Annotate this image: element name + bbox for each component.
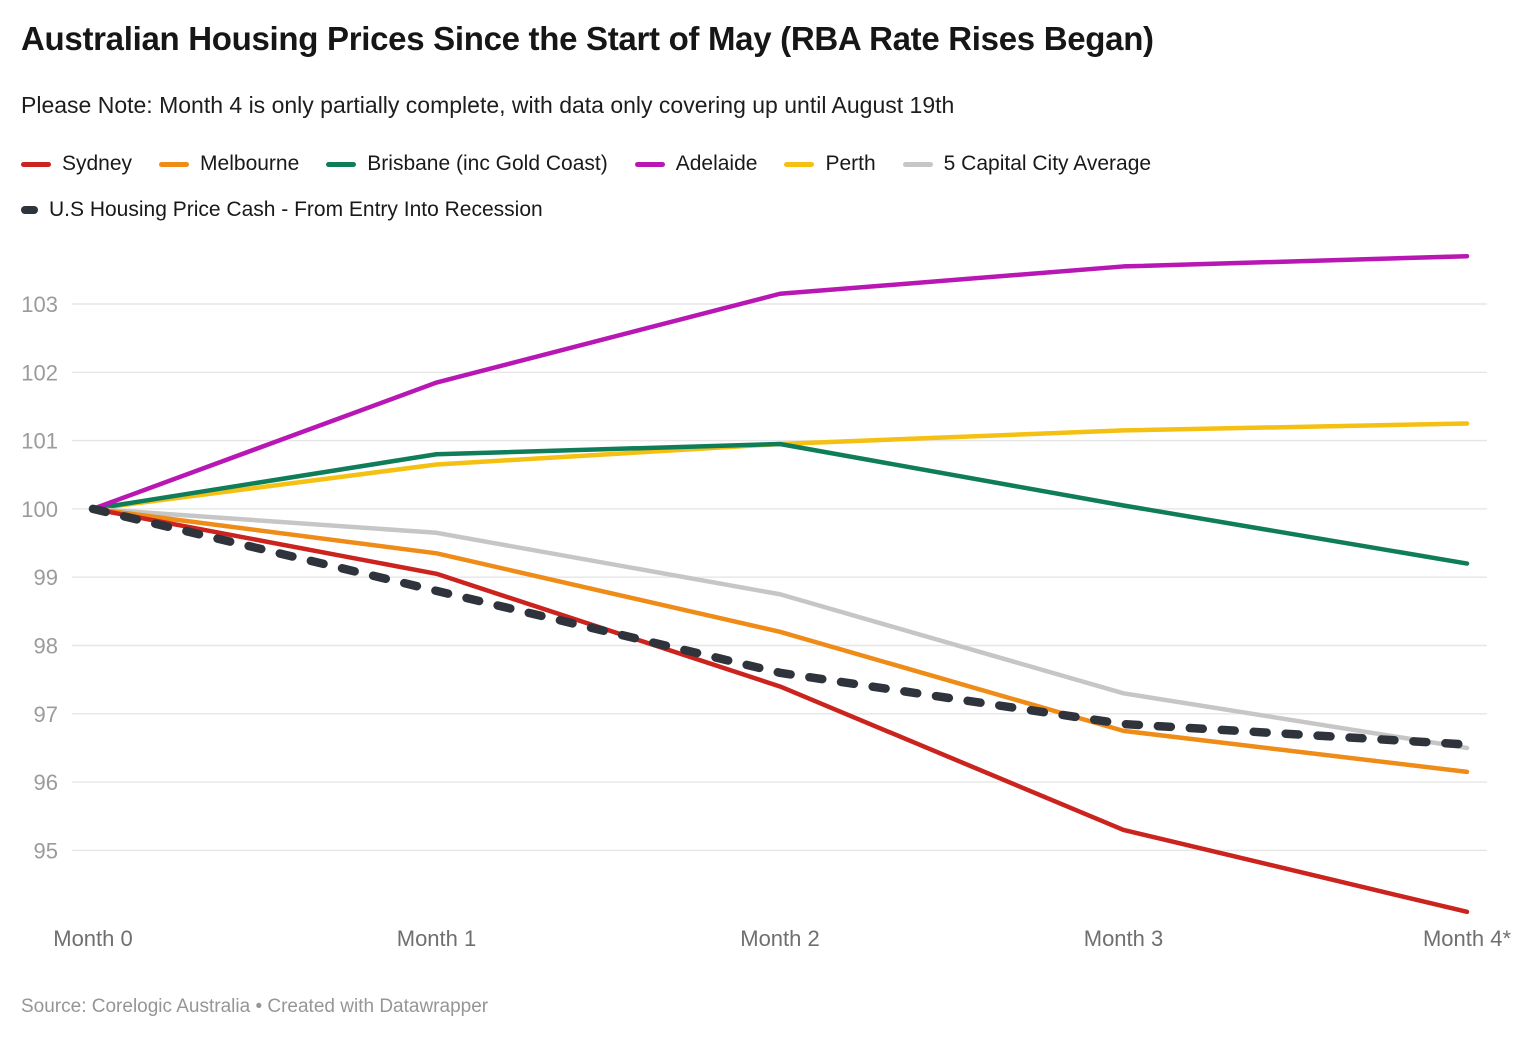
chart-subtitle: Please Note: Month 4 is only partially c…	[21, 92, 955, 118]
x-tick-label: Month 4*	[1422, 926, 1512, 951]
legend-item-melbourne: Melbourne	[159, 152, 299, 176]
dash-swatch-icon	[21, 206, 38, 214]
x-tick-label: Month 0	[53, 926, 133, 951]
legend-item-us-housing: U.S Housing Price Cash - From Entry Into…	[21, 198, 543, 222]
series-line	[90, 421, 1470, 512]
x-tick-label: Month 3	[1083, 926, 1164, 951]
x-tick-label: Month 2	[740, 926, 820, 951]
series-line	[90, 441, 1470, 566]
legend-label: Brisbane (inc Gold Coast)	[367, 152, 608, 175]
legend-label: Adelaide	[675, 152, 758, 175]
line-swatch-icon	[21, 161, 51, 167]
svg-text:102: 102	[21, 360, 58, 385]
line-swatch-icon	[634, 161, 665, 167]
line-swatch-icon	[326, 161, 357, 167]
legend-item-adelaide: Adelaide	[634, 152, 758, 176]
svg-text:96: 96	[34, 770, 58, 795]
legend-row-2: U.S Housing Price Cash - From Entry Into…	[21, 198, 543, 222]
x-axis: Month 0 Month 1 Month 2 Month 3 Month 4*	[0, 926, 1540, 956]
series-line	[88, 504, 1472, 749]
legend-label: Melbourne	[200, 152, 300, 175]
svg-text:98: 98	[34, 634, 58, 659]
line-swatch-icon	[159, 161, 190, 167]
series-line	[90, 506, 1470, 775]
legend-label: 5 Capital City Average	[943, 152, 1152, 175]
svg-text:95: 95	[34, 838, 58, 863]
series-line	[90, 506, 1470, 751]
series-line	[90, 253, 1470, 512]
legend-row-1: Sydney Melbourne Brisbane (inc Gold Coas…	[21, 152, 1151, 176]
x-tick-label: Month 1	[396, 926, 477, 951]
source-line: Source: Corelogic Australia • Created wi…	[21, 996, 489, 1017]
svg-text:103: 103	[21, 292, 58, 317]
line-swatch-icon	[784, 161, 815, 167]
legend-item-brisbane: Brisbane (inc Gold Coast)	[326, 152, 608, 176]
legend-item-5cap-average: 5 Capital City Average	[902, 152, 1152, 176]
legend-item-perth: Perth	[784, 152, 876, 176]
legend-item-sydney: Sydney	[21, 152, 132, 176]
series-line	[90, 506, 1470, 915]
svg-text:97: 97	[34, 702, 58, 727]
svg-text:101: 101	[21, 429, 58, 454]
line-chart: 95 96 97 98 99 100 101 102 103	[21, 253, 1487, 915]
line-swatch-icon	[902, 161, 933, 167]
legend-label: U.S Housing Price Cash - From Entry Into…	[49, 198, 543, 221]
svg-text:100: 100	[21, 497, 58, 522]
legend-label: Sydney	[62, 152, 133, 175]
legend-label: Perth	[825, 152, 876, 175]
svg-text:99: 99	[34, 565, 58, 590]
page-title: Australian Housing Prices Since the Star…	[21, 20, 1154, 57]
